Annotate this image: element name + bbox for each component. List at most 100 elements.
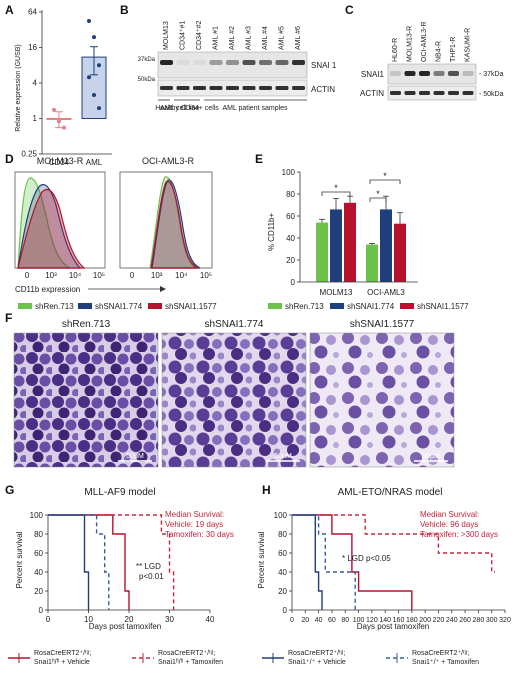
survival-xtick-label: 60 — [328, 617, 336, 624]
survival-line — [292, 514, 356, 610]
g-median-vehicle: Vehicle: 19 days — [165, 520, 223, 529]
d-title-oci: OCI-AML3-R — [142, 156, 195, 166]
c-actin-band — [419, 91, 430, 95]
b-lane-label: CD34⁺#2 — [196, 21, 203, 50]
c-band-snai1: SNAI1 — [361, 70, 385, 79]
e-ytick-label: 20 — [286, 256, 295, 265]
b-lane-label: AML #1 — [213, 26, 220, 50]
f-micrograph-1 — [13, 332, 159, 468]
d-molm13-hist-shren — [17, 177, 71, 269]
survival-ytick-label: 0 — [39, 606, 44, 615]
d-title-molm13: MOLM13-R — [37, 156, 84, 166]
legend-de-label: shRen.713 — [35, 302, 74, 311]
b-snai1-band — [292, 60, 305, 65]
c-snai1-band — [419, 71, 430, 76]
panel-label-f: F — [5, 311, 12, 325]
a-ytick-label: 1 — [33, 114, 38, 123]
legend-de-swatch — [18, 303, 32, 309]
panel-c: C HL60-R MOLM13-R OCI-AML3-R NB4-R THP1-R KAS… — [345, 3, 504, 101]
e-sig-star-3: * — [383, 171, 387, 181]
b-actin-band — [275, 86, 289, 90]
survival-line — [292, 514, 495, 573]
e-ytick-label: 0 — [291, 278, 296, 287]
c-bands — [390, 71, 474, 95]
a-cat-cd34: CD34 — [49, 158, 70, 167]
c-lane-label: NB4-R — [436, 41, 443, 62]
d-molm13-hist-774 — [17, 184, 82, 269]
g-xlabel: Days post tamoxifen — [89, 622, 161, 631]
f-micrograph-3 — [309, 332, 455, 468]
h-annotation: * LGD p<0.05 — [342, 554, 391, 563]
c-blot-snai1 — [387, 63, 477, 85]
survival-xtick-label: 20 — [301, 617, 309, 624]
e-ytick-label: 100 — [282, 168, 296, 177]
a-point — [62, 125, 66, 130]
b-lane-label: AML #3 — [246, 26, 253, 50]
legend-gh-label-2: Snai1ᶠˡ/ᶠˡ + Vehicle — [34, 659, 90, 666]
c-snai1-band — [448, 71, 459, 76]
a-bars — [46, 19, 107, 130]
b-group-2: Healthy CD34+ cells — [155, 105, 219, 112]
e-ytick-label: 80 — [286, 190, 295, 199]
c-actin-band — [390, 91, 401, 95]
a-point — [87, 75, 91, 80]
f-title-2: shSNAI1.774 — [205, 319, 264, 330]
h-median-title: Median Survival: — [420, 510, 479, 519]
c-snai1-band — [404, 71, 416, 76]
survival-line — [48, 514, 90, 610]
survival-ytick-label: 40 — [278, 568, 287, 577]
panel-label-g: G — [5, 483, 14, 497]
f-scale-label-1: 50μM — [126, 453, 144, 460]
b-mw-37: 37kDa — [138, 57, 156, 63]
d-oci-hist-774 — [151, 179, 201, 269]
g-survival-lines — [48, 514, 175, 610]
legend-gh-label-1: RosaCreERT2⁺/ᵗᵍ; — [412, 650, 469, 657]
a-ylabel: Relative expression (GUSB) — [15, 44, 22, 132]
legend-de-label: shSNAI1.1577 — [417, 302, 469, 311]
survival-line — [292, 514, 323, 610]
legend-gh-label-2: Snai1ᶠˡ/ᶠˡ + Tamoxifen — [158, 659, 223, 666]
c-lane-label: KASUMI-R — [465, 28, 472, 62]
e-bar — [330, 209, 342, 282]
d-molm13-hist-1577 — [17, 188, 86, 269]
e-bars — [316, 195, 406, 282]
h-title: AML-ETO/NRAS model — [338, 487, 443, 498]
b-group-1: AML cell line — [160, 105, 200, 112]
a-ytick-label: 4 — [33, 79, 38, 88]
survival-xtick-label: 320 — [499, 617, 511, 624]
a-ytick-label: 0.25 — [21, 150, 37, 159]
e-sig-bracket-1 — [321, 191, 351, 196]
c-blot-actin — [387, 85, 477, 101]
e-y-ticks: 100 80 60 40 20 0 — [282, 168, 300, 287]
g-annotation: ** LGD — [136, 562, 161, 571]
g-pvalue: p<0.01 — [139, 572, 164, 581]
d-oci-hist-1577 — [150, 180, 199, 269]
d-xtick-label: 10⁴ — [175, 271, 188, 280]
e-bar — [344, 202, 356, 282]
h-median-vehicle: Vehicle: 96 days — [420, 520, 478, 529]
legend-gh-label-1: RosaCreERT2⁺/ᵗᵍ; — [288, 650, 345, 657]
survival-line — [48, 514, 110, 610]
e-bar — [366, 244, 378, 282]
c-actin-band — [404, 91, 416, 95]
legend-de-label: shSNAI1.774 — [347, 302, 395, 311]
survival-ytick-label: 60 — [34, 549, 43, 558]
survival-xtick-label: 40 — [315, 617, 323, 624]
b-actin-band — [209, 86, 223, 90]
survival-ytick-label: 80 — [278, 530, 287, 539]
panel-h: H AML-ETO/NRAS model Percent survival 10… — [257, 483, 511, 631]
b-mw-50: 50kDa — [138, 77, 156, 83]
survival-line — [48, 514, 175, 610]
legend-de-swatch — [330, 303, 344, 309]
a-y-ticks: 64 16 4 1 0.25 — [21, 8, 42, 159]
d-xtick-label: 10⁵ — [200, 271, 212, 280]
legend-gh-label-1: RosaCreERT2⁺/ᵗᵍ; — [34, 650, 91, 657]
g-title: MLL-AF9 model — [84, 487, 155, 498]
d-xtick-label: 0 — [130, 271, 135, 280]
g-ylabel: Percent survival — [15, 531, 24, 588]
c-lane-label: THP1-R — [450, 37, 457, 62]
b-lane-labels: MOLM13 CD34⁺#1 CD34⁺#2 AML #1 AML #2 AML #3 AM… — [163, 21, 302, 50]
e-cat-oci: OCI-AML3 — [367, 288, 405, 297]
panel-label-c: C — [345, 3, 354, 17]
survival-xtick-label: 100 — [353, 617, 365, 624]
